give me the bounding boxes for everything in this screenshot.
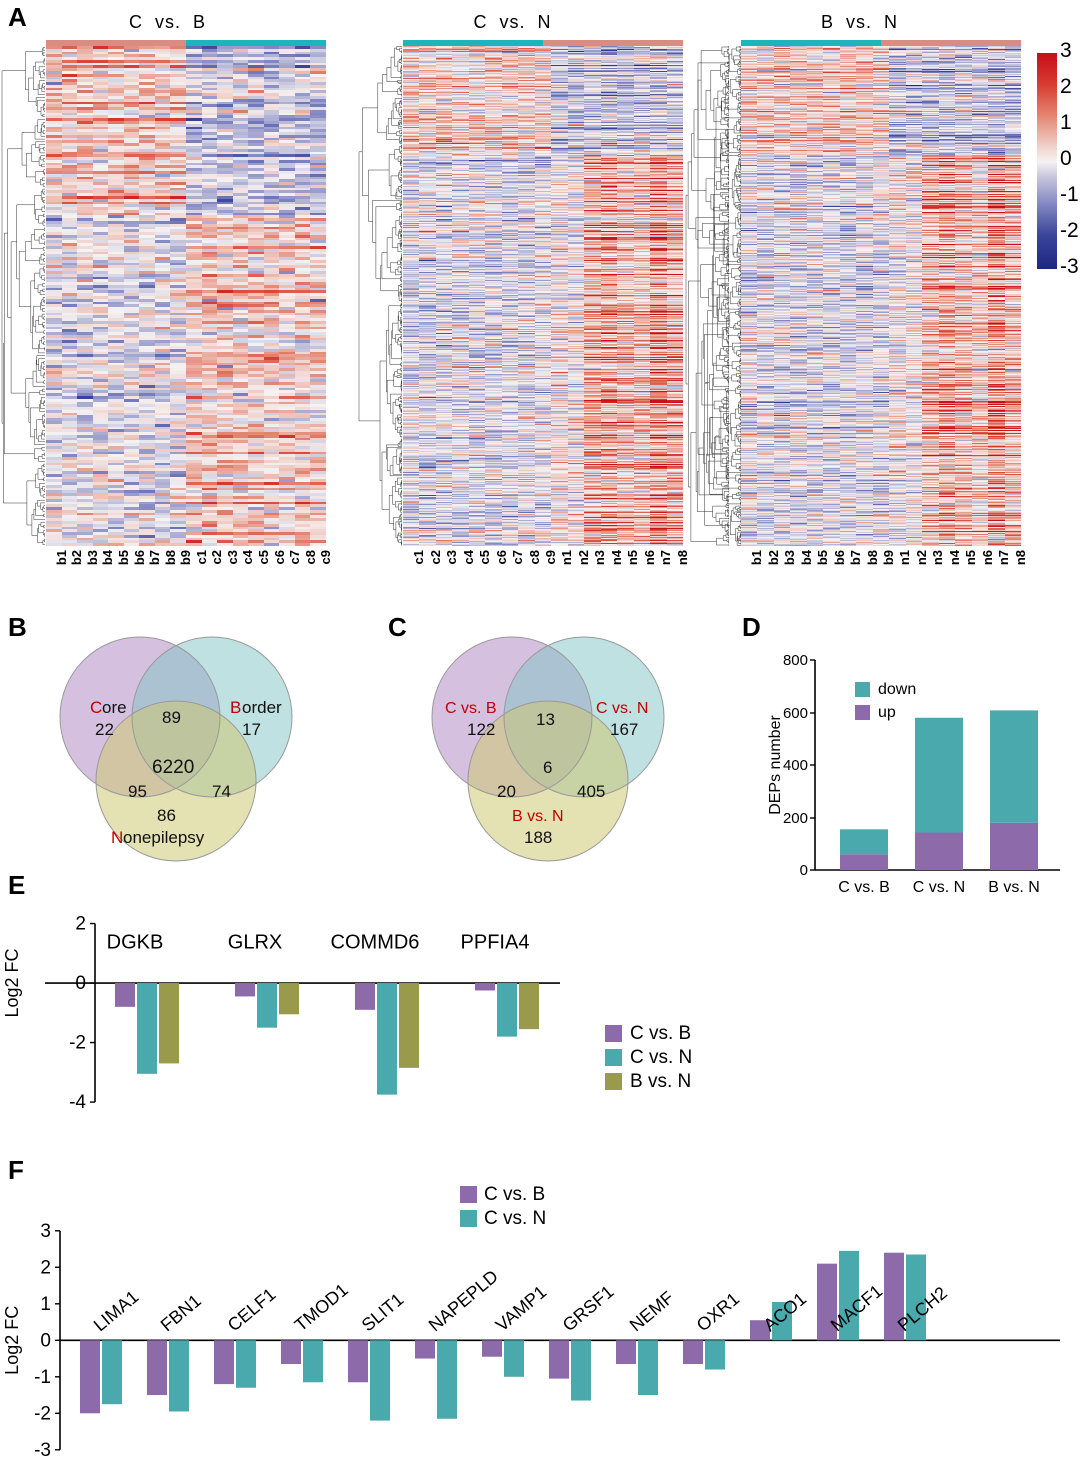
svg-text:167: 167 bbox=[610, 720, 638, 739]
svg-text:C vs. B: C vs. B bbox=[838, 879, 890, 896]
svg-text:17: 17 bbox=[242, 720, 261, 739]
svg-text:up: up bbox=[878, 704, 896, 721]
svg-text:FBN1: FBN1 bbox=[157, 1290, 205, 1335]
svg-text:PPFIA4: PPFIA4 bbox=[461, 932, 530, 954]
svg-text:NEMF: NEMF bbox=[626, 1287, 678, 1335]
svg-text:74: 74 bbox=[212, 782, 231, 801]
svg-text:Log2 FC: Log2 FC bbox=[2, 1306, 22, 1375]
svg-text:13: 13 bbox=[536, 710, 555, 729]
svg-text:6220: 6220 bbox=[152, 757, 194, 778]
svg-text:order: order bbox=[242, 698, 282, 717]
svg-text:C vs. B: C vs. B bbox=[484, 1184, 545, 1205]
svg-text:0: 0 bbox=[75, 973, 86, 994]
svg-text:B vs. N: B vs. N bbox=[988, 879, 1040, 896]
svg-text:B: B bbox=[230, 698, 241, 717]
svg-text:-2: -2 bbox=[69, 1033, 86, 1054]
svg-text:0: 0 bbox=[800, 862, 808, 879]
svg-text:CELF1: CELF1 bbox=[224, 1284, 280, 1335]
svg-text:C vs. N: C vs. N bbox=[913, 879, 965, 896]
svg-text:COMMD6: COMMD6 bbox=[331, 932, 420, 954]
svg-text:-2: -2 bbox=[34, 1403, 51, 1424]
svg-text:200: 200 bbox=[783, 810, 808, 827]
svg-text:B vs. N: B vs. N bbox=[630, 1071, 691, 1092]
svg-text:ore: ore bbox=[102, 698, 127, 717]
svg-text:20: 20 bbox=[497, 782, 516, 801]
svg-text:-3: -3 bbox=[34, 1440, 51, 1461]
svg-text:188: 188 bbox=[524, 828, 552, 847]
svg-text:C vs. N: C vs. N bbox=[484, 1208, 546, 1229]
svg-text:LIMA1: LIMA1 bbox=[90, 1287, 143, 1336]
svg-text:OXR1: OXR1 bbox=[693, 1289, 743, 1336]
svg-text:onepilepsy: onepilepsy bbox=[123, 828, 205, 847]
svg-text:C vs. N: C vs. N bbox=[630, 1047, 692, 1068]
svg-text:95: 95 bbox=[128, 782, 147, 801]
svg-text:VAMP1: VAMP1 bbox=[492, 1282, 551, 1336]
svg-text:0: 0 bbox=[40, 1330, 51, 1351]
svg-text:3: 3 bbox=[40, 1221, 51, 1242]
svg-text:122: 122 bbox=[467, 720, 495, 739]
svg-text:C vs. N: C vs. N bbox=[596, 700, 648, 717]
svg-text:89: 89 bbox=[162, 708, 181, 727]
svg-text:C vs. B: C vs. B bbox=[445, 700, 497, 717]
svg-text:B vs. N: B vs. N bbox=[512, 808, 564, 825]
svg-text:C vs. B: C vs. B bbox=[630, 1023, 691, 1044]
svg-text:405: 405 bbox=[577, 782, 605, 801]
svg-text:down: down bbox=[878, 681, 916, 698]
svg-text:86: 86 bbox=[157, 806, 176, 825]
svg-text:800: 800 bbox=[783, 652, 808, 669]
svg-text:NAPEPLD: NAPEPLD bbox=[425, 1266, 502, 1335]
svg-text:400: 400 bbox=[783, 757, 808, 774]
svg-text:6: 6 bbox=[543, 758, 552, 777]
svg-text:2: 2 bbox=[40, 1257, 51, 1278]
svg-text:Log2 FC: Log2 FC bbox=[2, 949, 22, 1018]
svg-text:GRSF1: GRSF1 bbox=[559, 1281, 618, 1335]
svg-text:2: 2 bbox=[75, 914, 86, 935]
svg-text:-4: -4 bbox=[69, 1092, 86, 1113]
svg-text:-1: -1 bbox=[34, 1367, 51, 1388]
svg-text:N: N bbox=[111, 828, 123, 847]
svg-text:SLIT1: SLIT1 bbox=[358, 1289, 408, 1335]
svg-text:DEPs number: DEPs number bbox=[767, 715, 784, 815]
svg-text:C: C bbox=[90, 698, 102, 717]
svg-text:GLRX: GLRX bbox=[228, 932, 282, 954]
svg-text:600: 600 bbox=[783, 705, 808, 722]
svg-text:DGKB: DGKB bbox=[107, 932, 164, 954]
svg-text:22: 22 bbox=[95, 720, 114, 739]
svg-text:1: 1 bbox=[40, 1294, 51, 1315]
svg-text:TMOD1: TMOD1 bbox=[291, 1280, 352, 1336]
